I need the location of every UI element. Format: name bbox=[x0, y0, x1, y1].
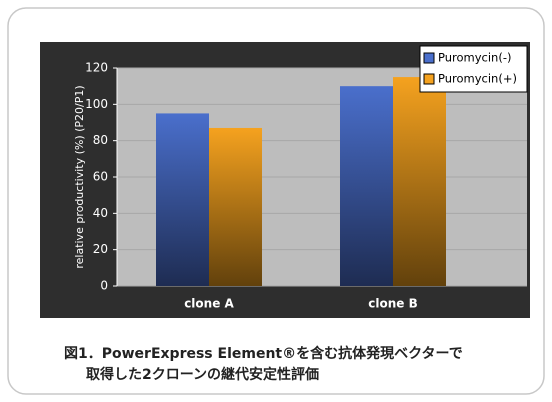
y-tick-label: 80 bbox=[93, 133, 108, 147]
y-tick-label: 20 bbox=[93, 242, 108, 256]
bar bbox=[393, 77, 446, 286]
legend-label: Puromycin(-) bbox=[438, 51, 511, 65]
y-tick-label: 40 bbox=[93, 206, 108, 220]
y-axis-label: relative productivity (%) (P20/P1) bbox=[73, 85, 86, 268]
bar bbox=[340, 86, 393, 287]
legend-swatch bbox=[423, 52, 435, 64]
legend-label: Puromycin(+) bbox=[438, 72, 517, 86]
legend-swatch bbox=[423, 73, 435, 85]
y-tick-label: 120 bbox=[85, 61, 108, 75]
caption: 取得した2クローンの継代安定性評価 bbox=[86, 366, 319, 383]
y-tick-label: 100 bbox=[85, 97, 108, 111]
y-tick-label: 60 bbox=[93, 170, 108, 184]
legend-box bbox=[419, 45, 528, 93]
x-tick-label: clone B bbox=[368, 297, 417, 311]
bar bbox=[156, 113, 209, 287]
x-tick-label: clone A bbox=[184, 297, 234, 311]
caption: 図1．PowerExpress Element®を含む抗体発現ベクターで bbox=[64, 345, 463, 362]
bar bbox=[209, 127, 262, 286]
y-tick-label: 0 bbox=[100, 279, 108, 293]
